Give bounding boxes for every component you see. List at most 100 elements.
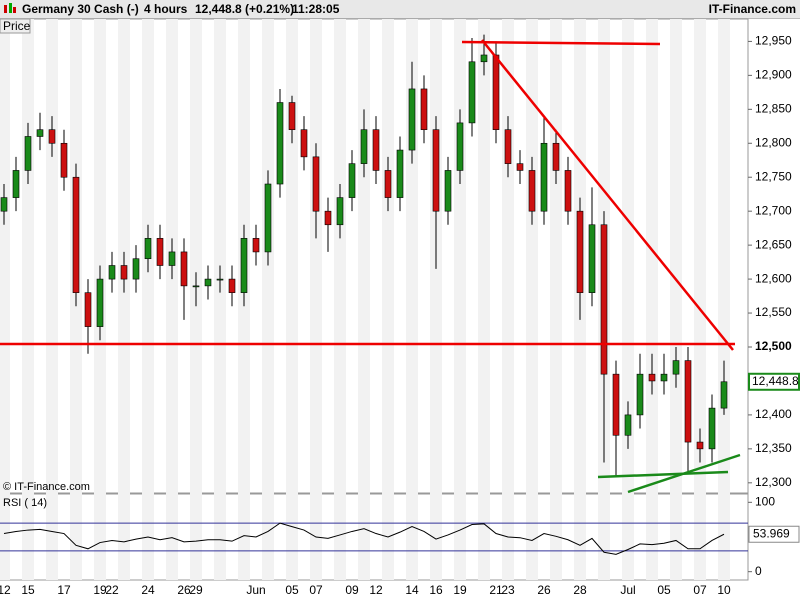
last-price-box bbox=[748, 372, 800, 391]
candle-body bbox=[396, 149, 404, 198]
day-stripe bbox=[310, 19, 322, 580]
candle-body bbox=[252, 238, 260, 253]
candle-body bbox=[60, 142, 68, 178]
day-stripe bbox=[502, 19, 514, 580]
trendline bbox=[627, 453, 741, 494]
rsi-title: RSI ( 14) bbox=[3, 497, 47, 509]
candle-body bbox=[624, 414, 632, 436]
candle-body bbox=[648, 373, 656, 382]
day-stripe bbox=[142, 19, 154, 580]
day-stripe bbox=[358, 19, 370, 580]
candle-body bbox=[384, 170, 392, 198]
candle-body bbox=[432, 129, 440, 212]
trendline bbox=[461, 40, 661, 46]
candle-body bbox=[48, 129, 56, 144]
x-tick-label: 15 bbox=[21, 583, 35, 597]
x-tick-label: Jun bbox=[246, 583, 265, 597]
instrument: Germany 30 Cash (-) bbox=[22, 2, 139, 16]
x-tick-label: 12 bbox=[0, 583, 11, 597]
trendline bbox=[481, 39, 734, 351]
candle-body bbox=[696, 441, 704, 450]
candle-body bbox=[312, 156, 320, 212]
candle-body bbox=[168, 251, 176, 266]
candle-body bbox=[348, 163, 356, 198]
rsi-last-label: 53.969 bbox=[753, 526, 790, 540]
trendline bbox=[597, 470, 729, 479]
y-tick-label: 12,750 bbox=[755, 169, 792, 183]
site: IT-Finance.com bbox=[708, 2, 796, 16]
day-stripe bbox=[622, 19, 634, 580]
day-stripe bbox=[382, 19, 394, 580]
time: 11:28:05 bbox=[292, 2, 340, 16]
y-tick-label: 12,550 bbox=[755, 305, 792, 319]
candle-body bbox=[444, 170, 452, 212]
candle-body bbox=[504, 129, 512, 164]
candle-body bbox=[264, 183, 272, 253]
x-tick-label: 09 bbox=[345, 583, 359, 597]
day-stripe bbox=[334, 19, 346, 580]
candle-body bbox=[180, 251, 188, 287]
x-tick-label: 16 bbox=[429, 583, 443, 597]
candle-body bbox=[144, 238, 152, 260]
rsi-panel bbox=[0, 493, 749, 581]
candle-body bbox=[600, 224, 608, 375]
y-tick-label: 12,650 bbox=[755, 237, 792, 251]
candle-body bbox=[636, 373, 644, 416]
x-tick-label: 23 bbox=[501, 583, 515, 597]
y-tick-label: 12,300 bbox=[755, 475, 792, 489]
y-tick-label: 12,950 bbox=[755, 34, 792, 48]
candle-body bbox=[660, 373, 668, 382]
candle-body bbox=[552, 142, 560, 171]
quote: 12,448.8 (+0.21%) bbox=[195, 2, 295, 16]
drawings bbox=[0, 39, 741, 494]
candle-body bbox=[336, 197, 344, 226]
x-tick-label: 29 bbox=[189, 583, 203, 597]
x-tick-label: 26 bbox=[537, 583, 551, 597]
candle-body bbox=[84, 292, 92, 327]
candle-body bbox=[192, 285, 200, 288]
candle-body bbox=[372, 129, 380, 171]
day-stripe bbox=[526, 19, 538, 580]
candle-body bbox=[276, 102, 284, 185]
candle-body bbox=[684, 360, 692, 443]
day-stripe bbox=[166, 19, 178, 580]
day-stripe bbox=[670, 19, 682, 580]
candle-body bbox=[288, 102, 296, 130]
candle-body bbox=[408, 88, 416, 151]
day-stripe bbox=[718, 19, 730, 580]
candle-body bbox=[36, 129, 44, 137]
day-stripe bbox=[262, 19, 274, 580]
y-tick-label: 12,850 bbox=[755, 101, 792, 115]
candle-body bbox=[204, 278, 212, 287]
watermark: © IT-Finance.com bbox=[3, 481, 90, 493]
x-tick-label: 14 bbox=[405, 583, 419, 597]
y-tick-label: 12,400 bbox=[755, 407, 792, 421]
day-stripe bbox=[646, 19, 658, 580]
candle-body bbox=[492, 54, 500, 130]
x-tick-label: 07 bbox=[693, 583, 707, 597]
axis-label-box bbox=[0, 18, 31, 34]
y-tick-label: 12,600 bbox=[755, 271, 792, 285]
candle-body bbox=[156, 238, 164, 266]
candle-body bbox=[108, 265, 116, 280]
candle-body bbox=[420, 88, 428, 130]
candle-body bbox=[456, 122, 464, 171]
x-tick-label: 19 bbox=[93, 583, 107, 597]
day-stripe bbox=[118, 19, 130, 580]
candle-body bbox=[132, 258, 140, 280]
day-stripe bbox=[550, 19, 562, 580]
candle-body bbox=[564, 170, 572, 212]
candle-body bbox=[228, 278, 236, 293]
x-tick-label: 24 bbox=[141, 583, 155, 597]
candle-body bbox=[612, 373, 620, 436]
candle-body bbox=[672, 360, 680, 375]
axis-label: Price bbox=[3, 19, 31, 33]
day-stripe bbox=[478, 19, 490, 580]
candle-body bbox=[216, 278, 224, 281]
day-stripe bbox=[454, 19, 466, 580]
candle-body bbox=[528, 170, 536, 212]
y-tick-label: 12,800 bbox=[755, 135, 792, 149]
day-stripe bbox=[286, 19, 298, 580]
